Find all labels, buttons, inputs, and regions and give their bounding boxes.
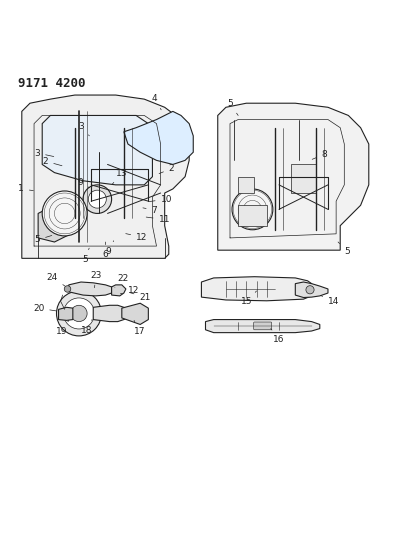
- Text: 2: 2: [43, 157, 62, 166]
- Circle shape: [64, 286, 71, 292]
- Text: 6: 6: [103, 242, 109, 259]
- Circle shape: [88, 190, 106, 208]
- Polygon shape: [42, 116, 152, 185]
- Polygon shape: [93, 305, 128, 321]
- Circle shape: [83, 185, 112, 213]
- Text: 11: 11: [146, 215, 170, 224]
- Circle shape: [56, 291, 102, 336]
- FancyBboxPatch shape: [238, 177, 254, 193]
- Polygon shape: [38, 205, 71, 242]
- Text: 22: 22: [115, 274, 129, 288]
- Text: 9: 9: [106, 241, 114, 256]
- Polygon shape: [124, 111, 193, 165]
- Text: 15: 15: [240, 291, 256, 306]
- Text: 5: 5: [338, 242, 350, 256]
- Polygon shape: [22, 95, 189, 259]
- Text: 16: 16: [271, 328, 285, 344]
- Text: 20: 20: [33, 304, 57, 313]
- Polygon shape: [218, 103, 369, 250]
- Text: 21: 21: [130, 293, 151, 302]
- Text: 12: 12: [126, 232, 148, 241]
- Text: 3: 3: [78, 122, 89, 136]
- Polygon shape: [69, 282, 112, 296]
- Text: 1: 1: [18, 184, 33, 193]
- Text: 12: 12: [120, 287, 139, 295]
- Text: 17: 17: [134, 320, 146, 336]
- Text: 5: 5: [35, 236, 52, 245]
- Polygon shape: [122, 303, 148, 325]
- Text: 24: 24: [46, 273, 65, 286]
- Circle shape: [71, 305, 87, 321]
- Polygon shape: [201, 277, 312, 301]
- Text: 13: 13: [113, 168, 127, 184]
- FancyBboxPatch shape: [254, 322, 272, 330]
- Text: 14: 14: [320, 295, 339, 306]
- Polygon shape: [58, 308, 73, 320]
- FancyBboxPatch shape: [291, 165, 316, 193]
- Text: 18: 18: [81, 320, 93, 335]
- Text: 2: 2: [159, 164, 174, 174]
- Polygon shape: [112, 285, 126, 296]
- Text: 19: 19: [56, 320, 69, 336]
- Text: 9171 4200: 9171 4200: [18, 77, 85, 90]
- Text: 10: 10: [149, 195, 172, 204]
- Circle shape: [63, 298, 95, 329]
- Polygon shape: [296, 282, 328, 297]
- Text: 23: 23: [90, 271, 102, 288]
- Polygon shape: [206, 320, 320, 333]
- Text: 4: 4: [152, 94, 161, 110]
- Text: 7: 7: [143, 206, 157, 215]
- Circle shape: [306, 286, 314, 294]
- Text: 3: 3: [35, 149, 54, 158]
- Text: 8: 8: [312, 150, 328, 159]
- Text: 5: 5: [227, 99, 238, 116]
- Circle shape: [232, 189, 273, 230]
- FancyBboxPatch shape: [238, 205, 267, 225]
- Text: 5: 5: [82, 248, 89, 264]
- Text: 9: 9: [77, 179, 90, 188]
- Circle shape: [42, 191, 87, 236]
